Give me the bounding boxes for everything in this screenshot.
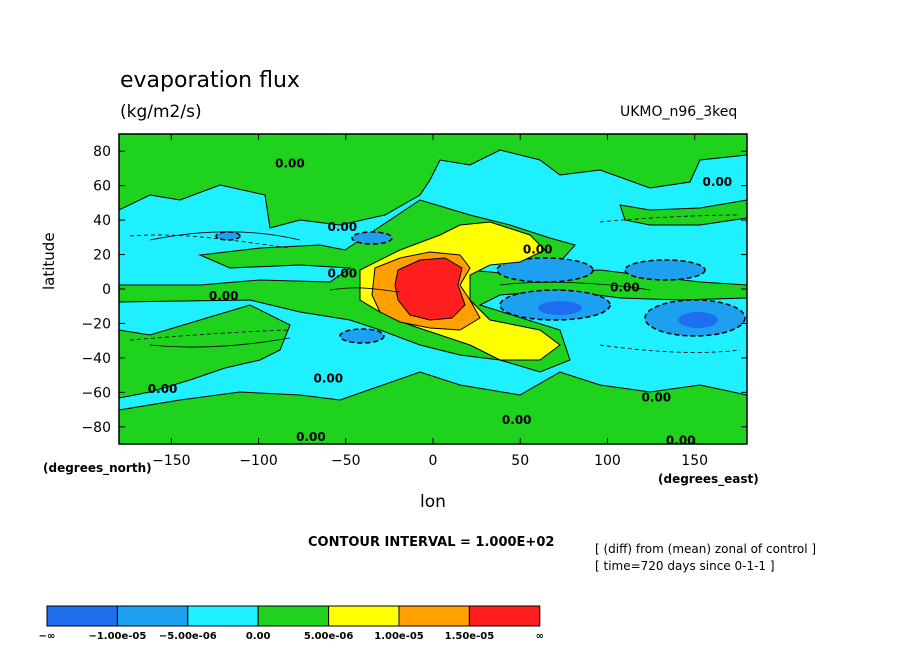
region-neg-core-2 xyxy=(678,312,718,328)
contour-label: 0.00 xyxy=(641,391,671,405)
y-axis-units: (degrees_north) xyxy=(43,461,152,475)
y-tick-label: −60 xyxy=(81,385,111,401)
colorbar-swatch xyxy=(46,605,118,627)
contour-interval: CONTOUR INTERVAL = 1.000E+02 xyxy=(308,535,555,550)
y-tick-label: 60 xyxy=(93,179,111,195)
y-tick-label: −80 xyxy=(81,420,111,436)
x-tick-label: 50 xyxy=(511,453,529,469)
contour-label: 0.00 xyxy=(666,434,696,448)
colorbar-label: 0.00 xyxy=(246,631,271,642)
region-neg-core-1 xyxy=(538,301,582,315)
y-tick-label: 20 xyxy=(93,248,111,264)
contour-label: 0.00 xyxy=(314,372,344,386)
contour-label: 0.00 xyxy=(610,280,640,294)
colorbar-swatch xyxy=(116,605,189,627)
contour-label: 0.00 xyxy=(275,156,305,170)
region-neg-7 xyxy=(215,231,241,241)
colorbar-swatch xyxy=(328,605,400,627)
region-east-green xyxy=(619,199,747,226)
region-neg-2 xyxy=(624,259,706,281)
x-axis-label: lon xyxy=(420,492,446,512)
contour-label: 0.00 xyxy=(296,430,326,444)
x-tick-label: 150 xyxy=(681,453,708,469)
y-tick-label: 40 xyxy=(93,213,111,229)
x-axis-units: (degrees_east) xyxy=(658,472,759,486)
chart-units: (kg/m2/s) xyxy=(120,102,202,122)
contour-label: 0.00 xyxy=(502,413,532,427)
colorbar-swatch xyxy=(187,605,259,627)
colorbar-label: −1.00e-05 xyxy=(88,631,146,642)
region-southern-ocean-green xyxy=(119,371,747,444)
region-south-green xyxy=(119,304,291,399)
region-arctic-green xyxy=(119,134,747,229)
x-tick-label: 100 xyxy=(594,453,621,469)
contour-label: 0.00 xyxy=(148,382,178,396)
y-tick-label: −20 xyxy=(81,316,111,332)
region-neg-5 xyxy=(351,231,393,245)
x-tick-label: −100 xyxy=(239,453,277,469)
y-tick-label: 80 xyxy=(93,144,111,160)
colorbar-label: 1.00e-05 xyxy=(374,631,424,642)
contour-label: 0.00 xyxy=(209,289,239,303)
colorbar-swatch xyxy=(257,605,330,627)
x-tick-label: −50 xyxy=(331,453,361,469)
region-neg-6 xyxy=(339,328,385,344)
y-tick-label: −40 xyxy=(81,351,111,367)
note-diff: [ (diff) from (mean) zonal of control ] xyxy=(595,542,817,556)
contour-label: 0.00 xyxy=(327,220,357,234)
x-tick-label: −150 xyxy=(152,453,190,469)
dataset-label: UKMO_n96_3keq xyxy=(620,104,738,120)
contour-label: 0.00 xyxy=(327,267,357,281)
y-tick-label: 0 xyxy=(102,282,111,298)
colorbar-swatch xyxy=(468,605,541,627)
colorbar-label: −5.00e-06 xyxy=(159,631,217,642)
region-red xyxy=(394,257,466,321)
contour-label: 0.00 xyxy=(703,175,733,189)
contour-label: 0.00 xyxy=(523,242,553,256)
colorbar-label: −∞ xyxy=(39,631,56,642)
colorbar-label: 1.50e-05 xyxy=(445,631,495,642)
x-tick-label: 0 xyxy=(429,453,438,469)
colorbar-swatch xyxy=(398,605,470,627)
colorbar-label: ∞ xyxy=(536,631,544,642)
note-time: [ time=720 days since 0-1-1 ] xyxy=(595,559,775,573)
chart-title: evaporation flux xyxy=(120,68,300,93)
colorbar-label: 5.00e-06 xyxy=(304,631,354,642)
